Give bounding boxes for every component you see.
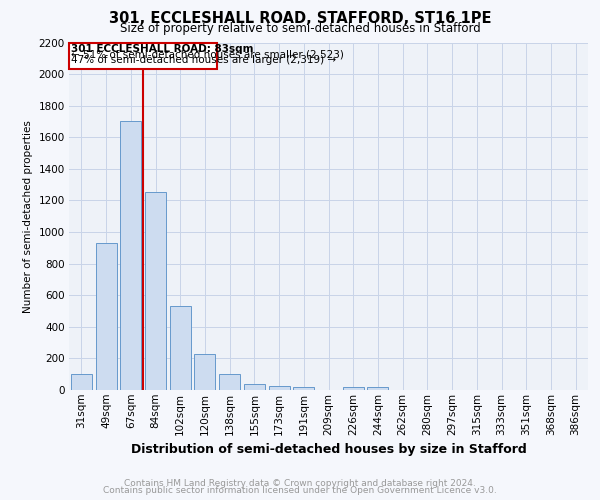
- Bar: [194, 354, 215, 390]
- Text: 301 ECCLESHALL ROAD: 83sqm: 301 ECCLESHALL ROAD: 83sqm: [71, 44, 254, 54]
- Text: Size of property relative to semi-detached houses in Stafford: Size of property relative to semi-detach…: [119, 22, 481, 35]
- Bar: [71, 374, 92, 390]
- Bar: [367, 387, 388, 390]
- Text: 47% of semi-detached houses are larger (2,319) →: 47% of semi-detached houses are larger (…: [71, 56, 337, 66]
- FancyBboxPatch shape: [70, 42, 217, 68]
- Bar: [244, 384, 265, 390]
- Text: Contains HM Land Registry data © Crown copyright and database right 2024.: Contains HM Land Registry data © Crown c…: [124, 478, 476, 488]
- Text: ← 51% of semi-detached houses are smaller (2,523): ← 51% of semi-detached houses are smalle…: [71, 50, 344, 59]
- X-axis label: Distribution of semi-detached houses by size in Stafford: Distribution of semi-detached houses by …: [131, 443, 526, 456]
- Bar: [145, 192, 166, 390]
- Bar: [219, 374, 240, 390]
- Bar: [343, 387, 364, 390]
- Bar: [170, 306, 191, 390]
- Text: 301, ECCLESHALL ROAD, STAFFORD, ST16 1PE: 301, ECCLESHALL ROAD, STAFFORD, ST16 1PE: [109, 11, 491, 26]
- Bar: [269, 386, 290, 390]
- Y-axis label: Number of semi-detached properties: Number of semi-detached properties: [23, 120, 33, 312]
- Bar: [293, 387, 314, 390]
- Bar: [95, 243, 116, 390]
- Text: Contains public sector information licensed under the Open Government Licence v3: Contains public sector information licen…: [103, 486, 497, 495]
- Bar: [120, 122, 141, 390]
